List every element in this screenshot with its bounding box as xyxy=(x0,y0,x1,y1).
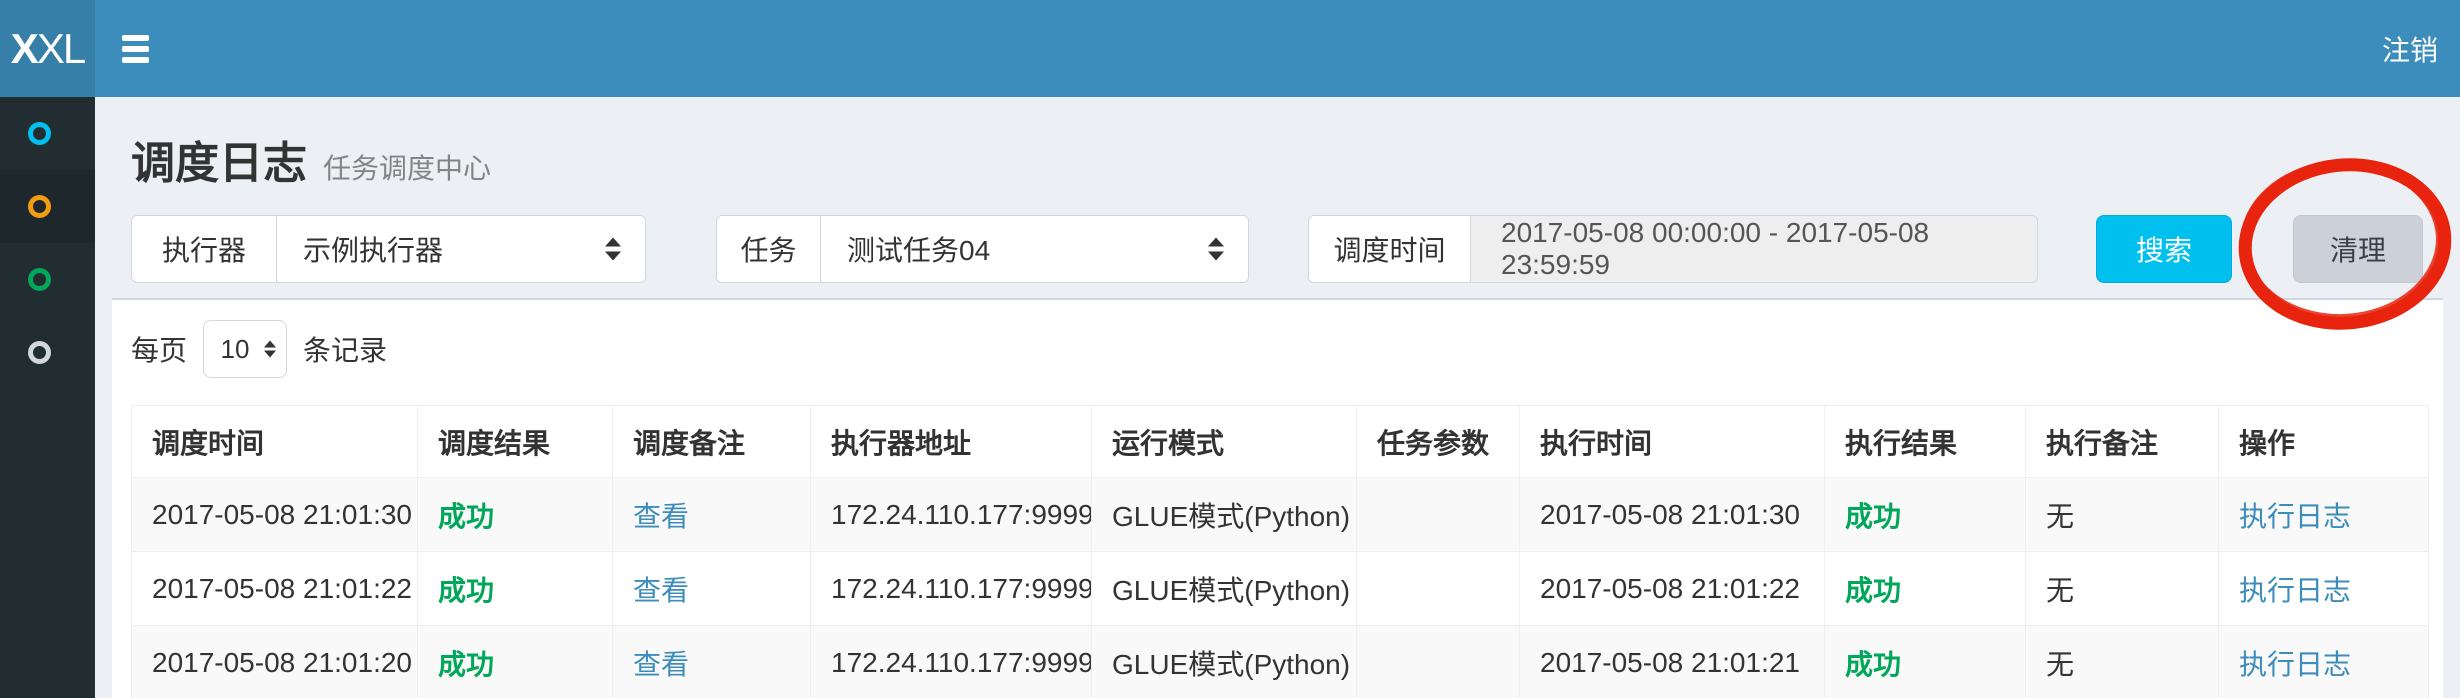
log-table-panel: 每页 10 条记录 调度时间 调度结果 调度备注 执行器地址 运行模式 任务参数 执行时间执… xyxy=(112,298,2443,698)
sidebar-item-2[interactable] xyxy=(0,170,95,243)
cell-trigger-time: 2017-05-08 21:01:22 xyxy=(131,551,418,626)
column-header-job-param: 任务参数 xyxy=(1356,405,1520,478)
cell-trigger-remark[interactable]: 查看 xyxy=(612,477,811,552)
cell-trigger-time: 2017-05-08 21:01:20 xyxy=(131,625,418,698)
job-select[interactable]: 测试任务04 xyxy=(820,215,1249,283)
column-header-exec-time: 执行时间 xyxy=(1519,405,1825,478)
page-size-prefix: 每页 xyxy=(131,335,188,366)
cell-executor-address: 172.24.110.177:9999 xyxy=(810,625,1092,698)
table-row: 2017-05-08 21:01:20 成功 查看 172.24.110.177:99… xyxy=(131,625,2429,698)
column-header-trigger-time: 调度时间 xyxy=(131,405,418,478)
dispatch-log-table: 调度时间 调度结果 调度备注 执行器地址 运行模式 任务参数 执行时间 执行结果 执行备注 操作 … xyxy=(131,405,2429,698)
cell-run-mode: GLUE模式(Python) xyxy=(1091,477,1357,552)
cell-run-mode: GLUE模式(Python) xyxy=(1091,551,1357,626)
cell-trigger-result: 成功 xyxy=(417,625,613,698)
page-title: 调度日志 xyxy=(131,139,307,188)
cell-job-param xyxy=(1356,551,1520,626)
page-size-suffix: 条记录 xyxy=(303,335,388,366)
cell-run-mode: GLUE模式(Python) xyxy=(1091,625,1357,698)
cell-executor-address: 172.24.110.177:9999 xyxy=(810,551,1092,626)
trigger-time-range-input[interactable]: 2017-05-08 00:00:00 - 2017-05-08 23:59:5… xyxy=(1470,215,2038,283)
cell-trigger-result: 成功 xyxy=(417,551,613,626)
page-subtitle: 任务调度中心 xyxy=(323,153,492,184)
sidebar-toggle-icon[interactable] xyxy=(122,34,149,63)
cell-exec-time: 2017-05-08 21:01:22 xyxy=(1519,551,1825,626)
cell-trigger-time: 2017-05-08 21:01:30 xyxy=(131,477,418,552)
clear-button[interactable]: 清理 xyxy=(2293,215,2423,283)
cell-exec-result: 成功 xyxy=(1824,551,2026,626)
cell-exec-remark: 无 xyxy=(2025,551,2219,626)
cell-job-param xyxy=(1356,625,1520,698)
cell-trigger-remark[interactable]: 查看 xyxy=(612,551,811,626)
sidebar-item-1[interactable] xyxy=(0,97,95,170)
cell-operation[interactable]: 执行日志 xyxy=(2218,551,2429,626)
cell-exec-time: 2017-05-08 21:01:21 xyxy=(1519,625,1825,698)
cell-exec-remark: 无 xyxy=(2025,477,2219,552)
page-size-select[interactable]: 10 xyxy=(203,320,288,378)
column-header-operation: 操作 xyxy=(2218,405,2429,478)
trigger-time-filter-label: 调度时间 xyxy=(1308,215,1470,283)
top-navbar: X XL 注销 xyxy=(0,0,2460,97)
cell-exec-remark: 无 xyxy=(2025,625,2219,698)
cell-executor-address: 172.24.110.177:9999 xyxy=(810,477,1092,552)
job-select-value: 测试任务04 xyxy=(847,235,991,266)
sidebar-item-4[interactable] xyxy=(0,316,95,389)
column-header-executor-address: 执行器地址 xyxy=(810,405,1092,478)
select-arrows-icon xyxy=(605,237,621,261)
job-filter-label: 任务 xyxy=(716,215,820,283)
search-button[interactable]: 搜索 xyxy=(2096,215,2232,283)
executor-filter-label: 执行器 xyxy=(131,215,276,283)
logo-text-bold: X xyxy=(10,24,39,72)
select-arrows-icon xyxy=(1208,237,1224,261)
column-header-trigger-remark: 调度备注 xyxy=(612,405,811,478)
filter-bar: 执行器 示例执行器 任务 测试任务04 调度时间 2017-05-08 00:0… xyxy=(131,215,2423,283)
table-header-row: 调度时间 调度结果 调度备注 执行器地址 运行模式 任务参数 执行时间 执行结果 执行备注 操作 xyxy=(131,405,2429,478)
executor-select[interactable]: 示例执行器 xyxy=(276,215,646,283)
cell-trigger-result: 成功 xyxy=(417,477,613,552)
circle-o-icon xyxy=(28,122,51,145)
page-size-value: 10 xyxy=(220,333,250,364)
column-header-exec-remark: 执行备注 xyxy=(2025,405,2219,478)
logout-link[interactable]: 注销 xyxy=(2381,34,2438,66)
cell-exec-time: 2017-05-08 21:01:30 xyxy=(1519,477,1825,552)
column-header-run-mode: 运行模式 xyxy=(1091,405,1357,478)
navbar-body: 注销 xyxy=(95,0,2460,97)
trigger-time-range-value: 2017-05-08 00:00:00 - 2017-05-08 23:59:5… xyxy=(1501,217,1930,280)
executor-select-value: 示例执行器 xyxy=(303,235,444,266)
content-area: 调度日志 任务调度中心 执行器 示例执行器 任务 测试任务04 调度时间 2017… xyxy=(95,97,2460,698)
table-row: 2017-05-08 21:01:30 成功 查看 172.24.110.177:99… xyxy=(131,477,2429,552)
table-row: 2017-05-08 21:01:22 成功 查看 172.24.110.177:99… xyxy=(131,551,2429,626)
select-arrows-icon xyxy=(264,340,277,358)
column-header-trigger-result: 调度结果 xyxy=(417,405,613,478)
cell-job-param xyxy=(1356,477,1520,552)
sidebar xyxy=(0,97,95,698)
page-size-control: 每页 10 条记录 xyxy=(131,320,2428,378)
logo-text-light: XL xyxy=(36,24,86,72)
circle-o-icon xyxy=(28,268,51,291)
cell-operation[interactable]: 执行日志 xyxy=(2218,625,2429,698)
column-header-exec-result: 执行结果 xyxy=(1824,405,2026,478)
cell-exec-result: 成功 xyxy=(1824,625,2026,698)
cell-trigger-remark[interactable]: 查看 xyxy=(612,625,811,698)
cell-operation[interactable]: 执行日志 xyxy=(2218,477,2429,552)
cell-exec-result: 成功 xyxy=(1824,477,2026,552)
page-header: 调度日志 任务调度中心 xyxy=(95,97,2460,215)
sidebar-item-3[interactable] xyxy=(0,243,95,316)
circle-o-icon xyxy=(28,195,51,218)
app-logo[interactable]: X XL xyxy=(0,0,95,97)
table-body: 2017-05-08 21:01:30 成功 查看 172.24.110.177:99… xyxy=(131,477,2429,698)
circle-o-icon xyxy=(28,341,51,364)
